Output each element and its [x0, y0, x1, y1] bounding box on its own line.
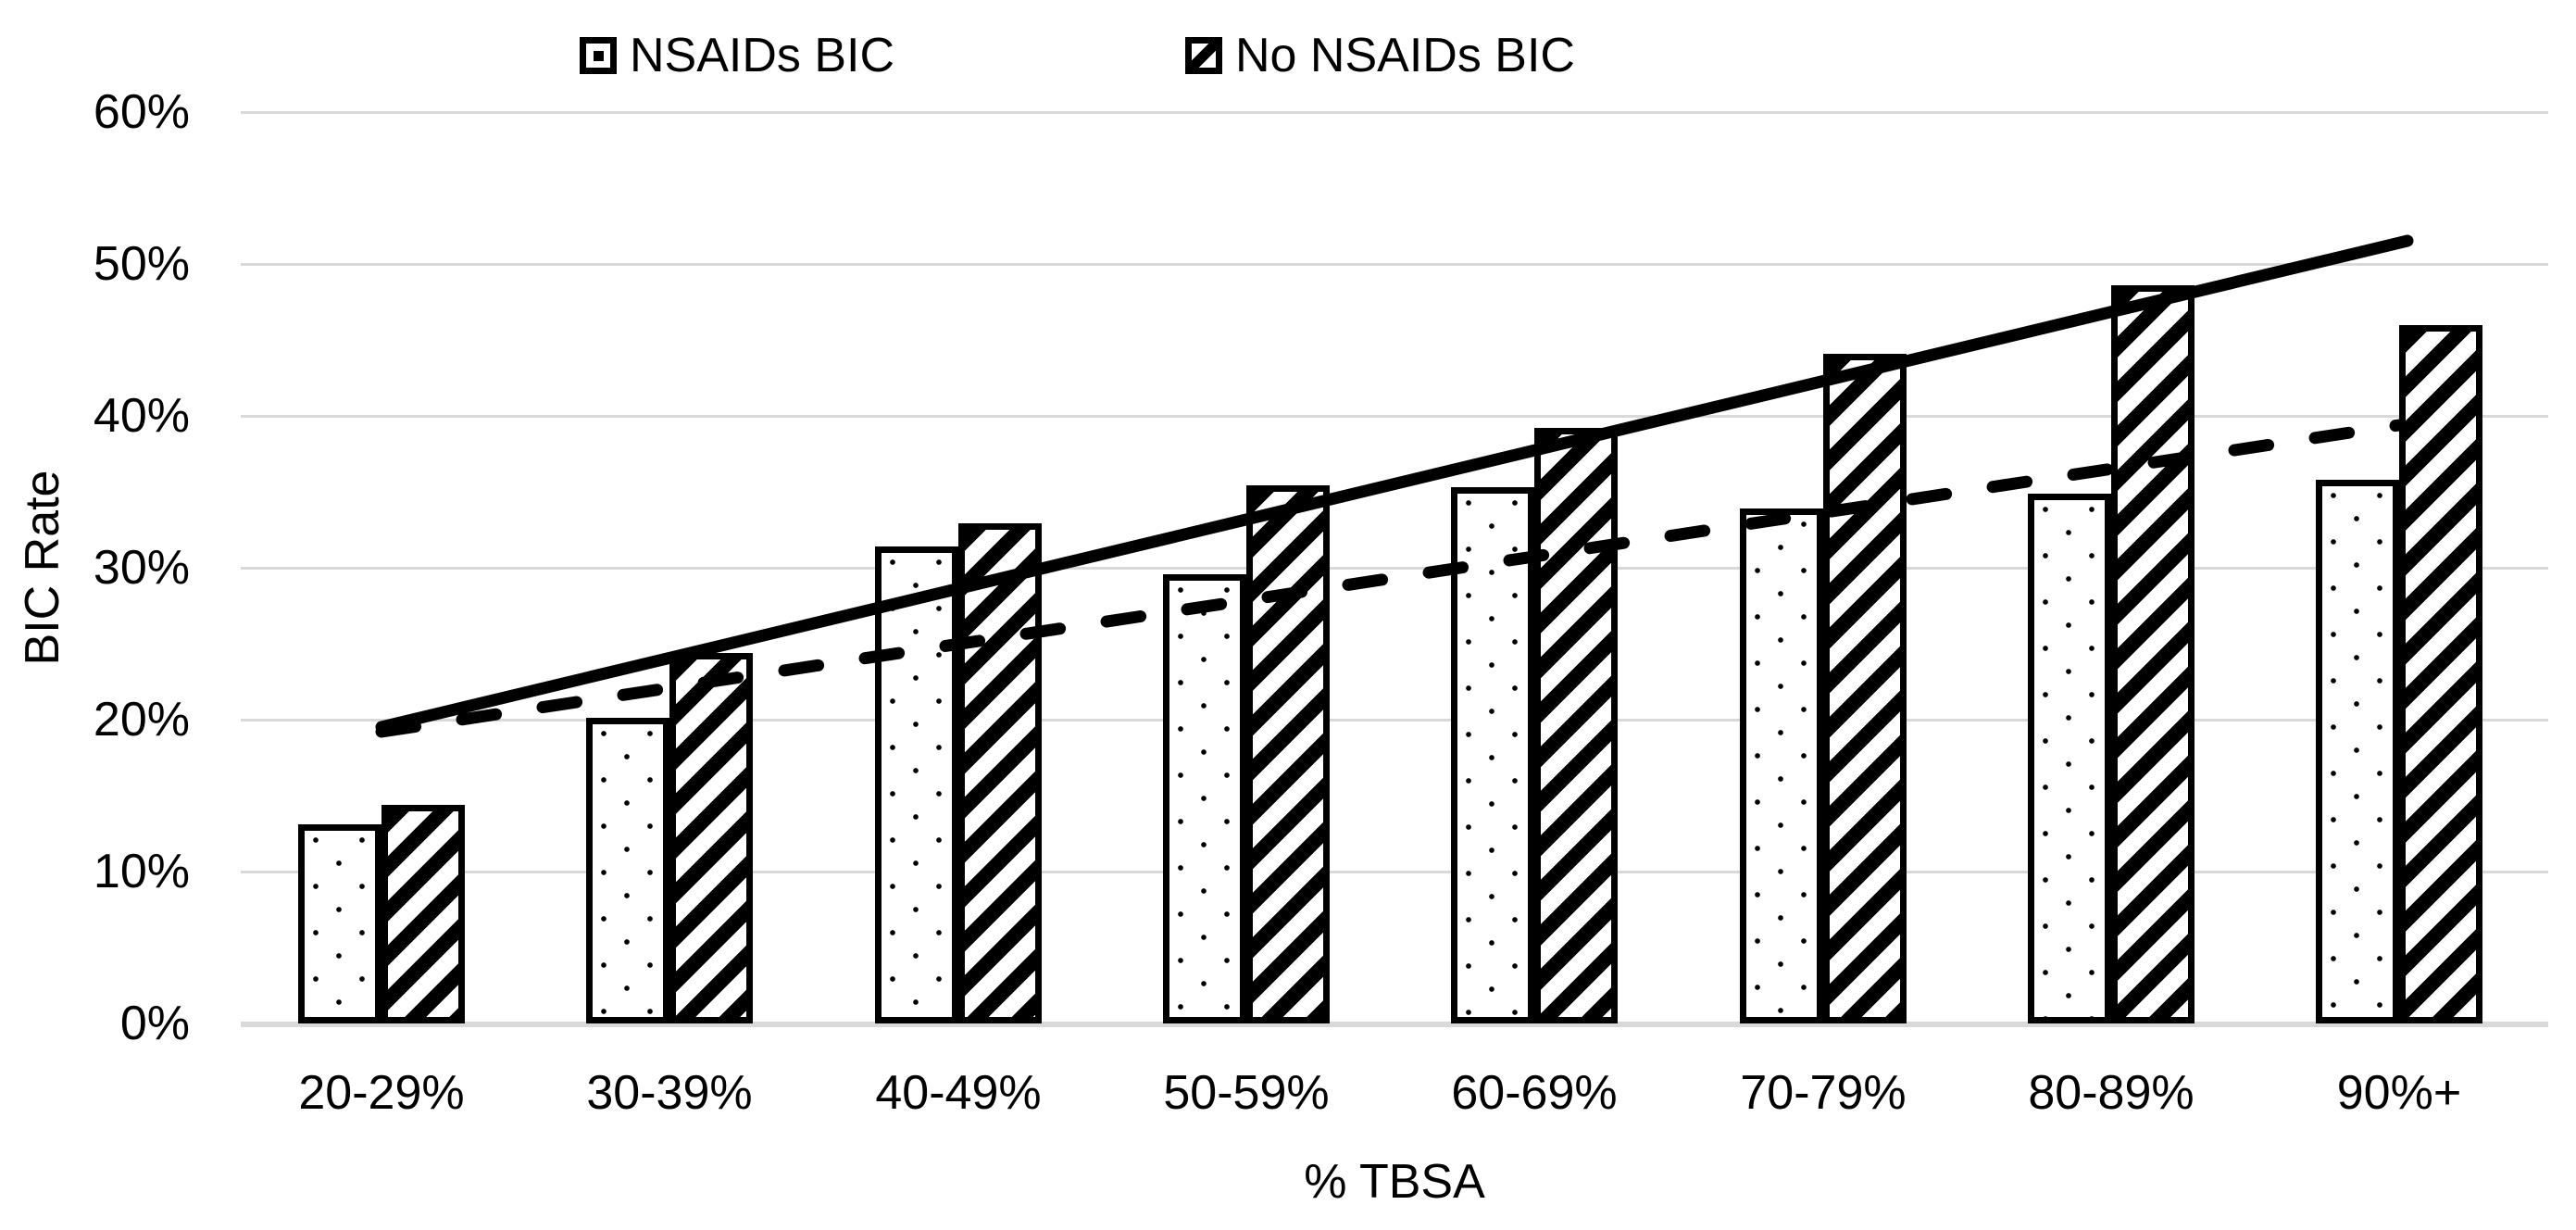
bar-nsaids-bic-50-59 — [1163, 574, 1246, 1023]
bar-no-nsaids-bic-70-79 — [1823, 354, 1907, 1023]
bar-no-nsaids-bic-20-29 — [381, 805, 465, 1023]
legend-label-no-nsaids-bic: No NSAIDs BIC — [1235, 29, 1575, 82]
gridline-40 — [241, 415, 2548, 418]
y-tick-label-60: 60% — [93, 85, 190, 139]
x-axis-line — [241, 1022, 2548, 1027]
legend-label-nsaids-bic: NSAIDs BIC — [630, 29, 895, 82]
bar-no-nsaids-bic-80-89 — [2111, 285, 2195, 1023]
bar-nsaids-bic-60-69 — [1451, 487, 1534, 1023]
x-tick-label-50-59: 50-59% — [1163, 1066, 1330, 1120]
x-tick-label-80-89: 80-89% — [2028, 1066, 2195, 1120]
x-axis-title: % TBSA — [1304, 1155, 1485, 1209]
legend-item-nsaids-bic: NSAIDs BIC — [580, 31, 894, 80]
y-tick-label-10: 10% — [93, 845, 190, 898]
y-tick-label-30: 30% — [93, 541, 190, 595]
bar-no-nsaids-bic-30-39 — [669, 653, 753, 1023]
bar-no-nsaids-bic-40-49 — [958, 523, 1042, 1023]
gridline-50 — [241, 263, 2548, 266]
gridline-60 — [241, 111, 2548, 114]
gridline-30 — [241, 567, 2548, 570]
gridline-10 — [241, 871, 2548, 873]
x-tick-label-20-29: 20-29% — [298, 1066, 465, 1120]
bar-nsaids-bic-20-29 — [298, 824, 381, 1023]
bar-nsaids-bic-70-79 — [1740, 508, 1823, 1023]
y-tick-label-50: 50% — [93, 237, 190, 291]
dot-pattern-icon — [593, 50, 604, 61]
y-tick-label-40: 40% — [93, 389, 190, 443]
y-tick-label-20: 20% — [93, 693, 190, 747]
bar-nsaids-bic-80-89 — [2028, 494, 2111, 1023]
legend-swatch-stripes-icon — [1185, 37, 1222, 74]
bar-no-nsaids-bic-60-69 — [1534, 428, 1618, 1023]
y-tick-label-0: 0% — [119, 997, 190, 1050]
bar-nsaids-bic-40-49 — [875, 546, 958, 1023]
x-tick-label-60-69: 60-69% — [1451, 1066, 1618, 1120]
bar-nsaids-bic-90-+ — [2316, 480, 2399, 1023]
bar-nsaids-bic-30-39 — [586, 718, 669, 1023]
bar-no-nsaids-bic-90-+ — [2399, 325, 2482, 1023]
x-tick-label-70-79: 70-79% — [1740, 1066, 1907, 1120]
x-tick-label-90-+: 90%+ — [2336, 1066, 2462, 1120]
x-tick-label-40-49: 40-49% — [875, 1066, 1042, 1120]
x-tick-label-30-39: 30-39% — [586, 1066, 753, 1120]
bar-no-nsaids-bic-50-59 — [1246, 485, 1330, 1023]
legend-item-no-nsaids-bic: No NSAIDs BIC — [1185, 31, 1575, 80]
legend-swatch-dots-icon — [580, 37, 617, 74]
